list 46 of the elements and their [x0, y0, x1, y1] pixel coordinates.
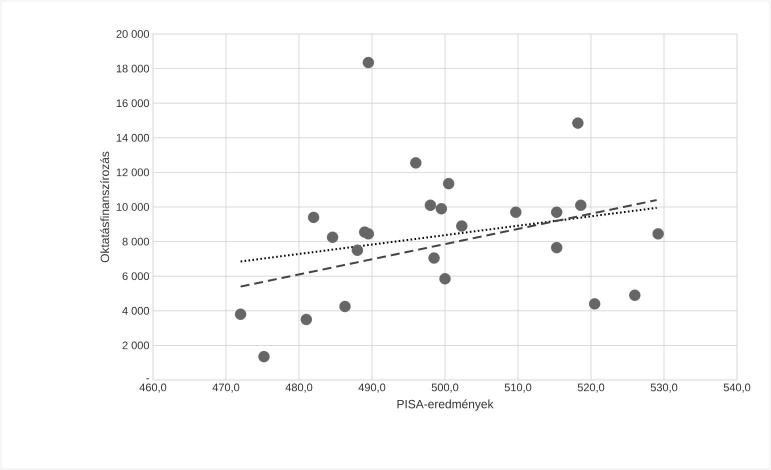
point: [550, 206, 562, 218]
point: [352, 244, 364, 256]
point: [234, 308, 246, 320]
y-tick-label: 8 000: [122, 238, 150, 246]
x-tick-label: 530,0: [650, 384, 678, 393]
x-axis-title: PISA-eredmények: [397, 399, 494, 411]
point: [572, 117, 584, 129]
point: [436, 203, 448, 214]
x-tick-label: 490,0: [358, 384, 386, 393]
y-tick-label: 14 000: [116, 134, 150, 142]
point: [439, 273, 451, 284]
x-tick-label: 480,0: [286, 384, 312, 393]
point: [339, 300, 351, 312]
point: [300, 314, 312, 326]
point: [326, 232, 338, 243]
point: [588, 298, 600, 310]
point: [258, 350, 270, 362]
point: [410, 157, 422, 169]
point: [362, 228, 374, 240]
x-tick-label: 510,0: [504, 384, 532, 393]
y-tick-label: 10 000: [116, 203, 150, 211]
y-tick-label: 2 000: [122, 342, 150, 350]
x-tick-label: 540,0: [724, 384, 750, 393]
y-axis-title: Oktatásfinanszírozás: [100, 152, 110, 262]
y-tick-label: 12 000: [116, 168, 150, 176]
y-tick-label: -: [146, 378, 149, 380]
point: [510, 206, 522, 218]
x-tick-label: 520,0: [578, 384, 604, 393]
point: [456, 220, 468, 232]
point: [362, 56, 374, 68]
x-tick-label: 500,0: [432, 384, 458, 393]
y-tick-label: 20 000: [116, 30, 150, 38]
point: [428, 252, 440, 264]
x-tick-label: 470,0: [212, 384, 240, 393]
y-tick-label: 4 000: [122, 306, 150, 315]
y-tick-label: 6 000: [122, 272, 150, 280]
point: [652, 228, 664, 240]
point: [424, 200, 436, 211]
y-tick-label: 18 000: [116, 64, 150, 72]
y-tick-label: 16 000: [116, 99, 150, 108]
point: [442, 178, 454, 190]
point: [550, 242, 562, 254]
point: [308, 212, 320, 224]
point: [629, 290, 640, 301]
x-tick-label: 460,0: [140, 384, 166, 393]
point: [575, 200, 586, 211]
